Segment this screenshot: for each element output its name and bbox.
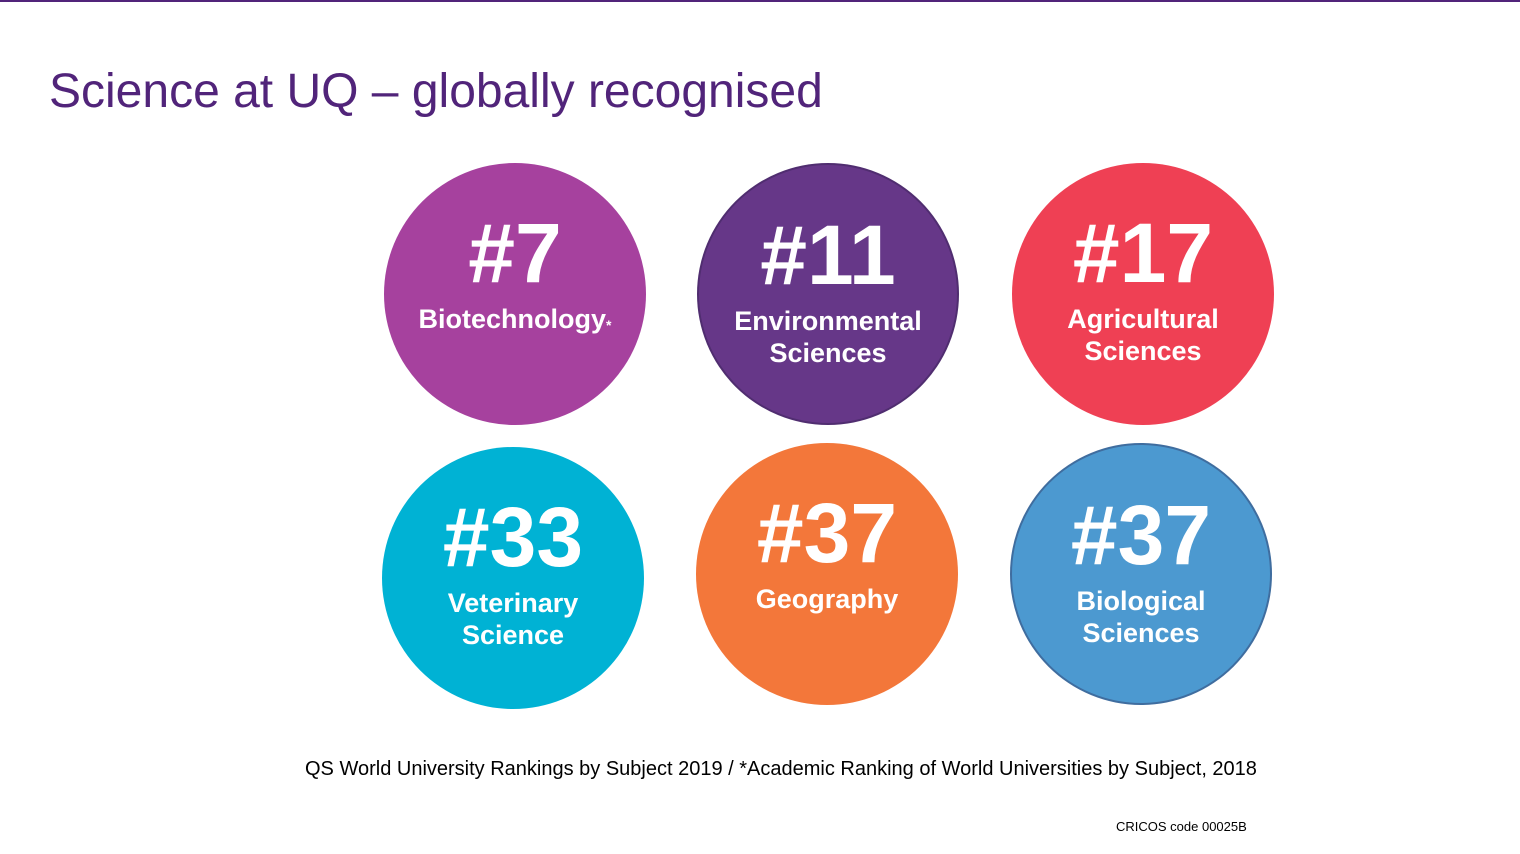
rank-value: #37	[756, 486, 898, 580]
subject-line: Biotechnology*	[418, 304, 612, 334]
top-divider	[0, 0, 1520, 2]
ranking-circle-biological-sciences: #37 Biological Sciences	[1010, 443, 1272, 705]
subject-line: Veterinary	[447, 588, 579, 618]
subject-line: Biological	[1076, 586, 1206, 616]
ranking-circle-veterinary-science: #33 Veterinary Science	[382, 447, 644, 709]
subject-line: Sciences	[1084, 336, 1202, 366]
subject-label: Veterinary Science	[382, 587, 644, 651]
cricos-code: CRICOS code 00025B	[1116, 819, 1247, 834]
ranking-circle-biotechnology: #7 Biotechnology*	[384, 163, 646, 425]
subject-label: Environmental Sciences	[699, 305, 957, 369]
rank-value: #37	[1070, 488, 1212, 582]
subject-label: Biological Sciences	[1012, 585, 1270, 649]
subject-line: Geography	[755, 584, 899, 614]
subject-line: Agricultural	[1067, 304, 1219, 334]
subject-line: Science	[461, 620, 565, 650]
subject-label: Geography	[696, 583, 958, 615]
subject-label: Agricultural Sciences	[1012, 303, 1274, 367]
subject-label: Biotechnology*	[384, 303, 646, 341]
source-note: QS World University Rankings by Subject …	[305, 758, 1257, 780]
rank-value: #17	[1072, 206, 1214, 300]
footnote-marker: *	[606, 317, 612, 333]
rank-value: #33	[442, 490, 584, 584]
ranking-circle-environmental-sciences: #11 Environmental Sciences	[697, 163, 959, 425]
subject-line: Sciences	[769, 338, 887, 368]
rank-value: #7	[468, 206, 562, 300]
ranking-circle-agricultural-sciences: #17 Agricultural Sciences	[1012, 163, 1274, 425]
subject-line: Environmental	[734, 306, 922, 336]
slide-title: Science at UQ – globally recognised	[49, 65, 823, 118]
rank-value: #11	[760, 208, 896, 302]
ranking-circle-geography: #37 Geography	[696, 443, 958, 705]
subject-line: Sciences	[1082, 618, 1200, 648]
